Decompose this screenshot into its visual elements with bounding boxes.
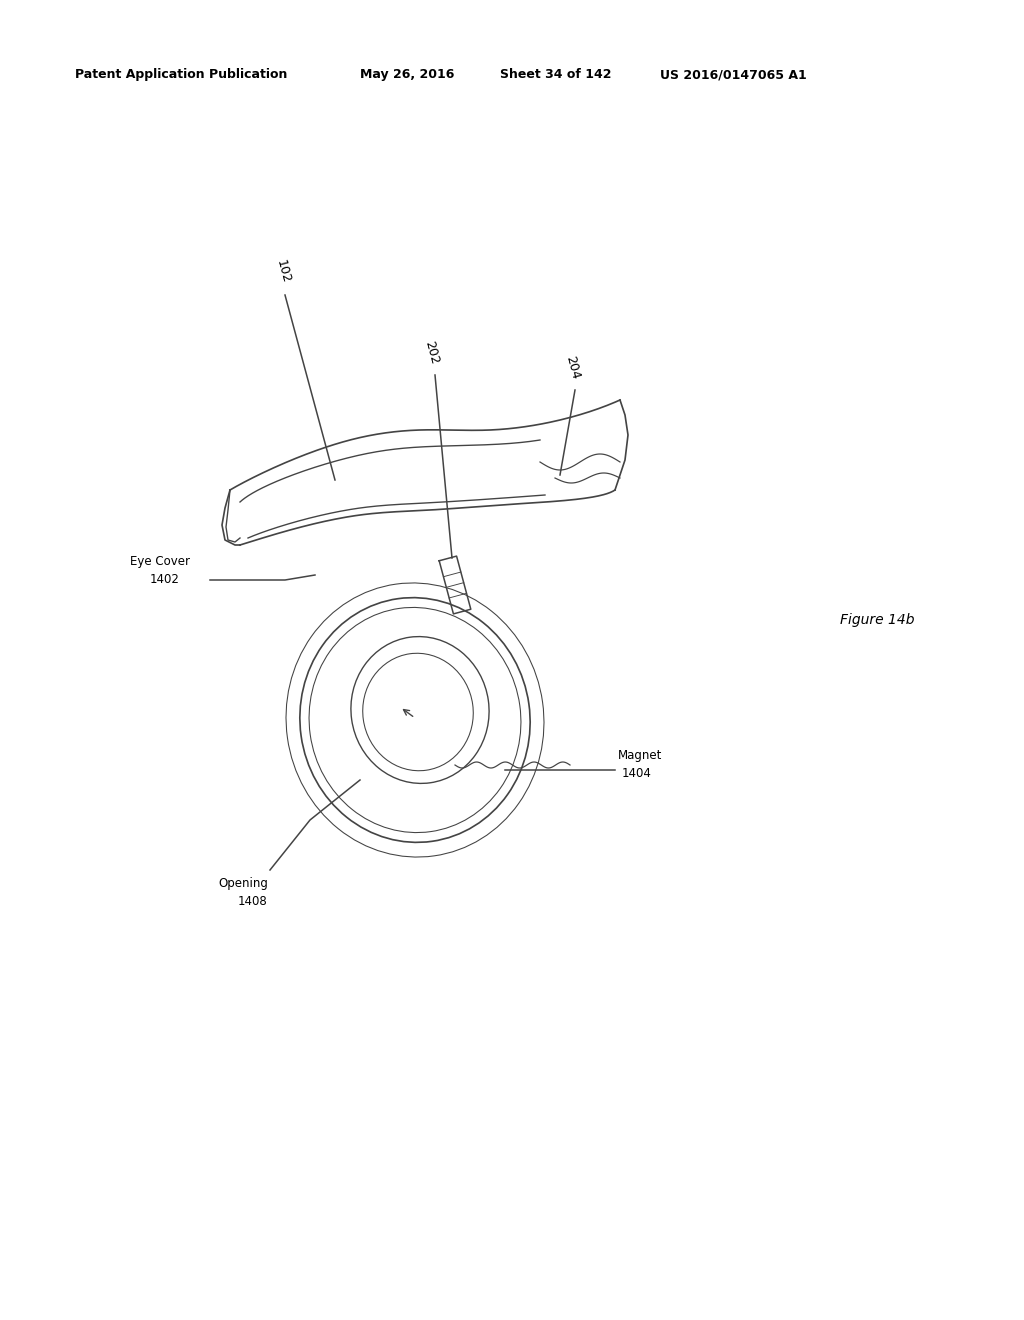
Text: 1404: 1404 bbox=[622, 767, 652, 780]
Text: 1408: 1408 bbox=[238, 895, 267, 908]
Text: 102: 102 bbox=[273, 259, 292, 285]
Text: 1402: 1402 bbox=[150, 573, 180, 586]
Text: May 26, 2016: May 26, 2016 bbox=[360, 69, 455, 81]
Text: Magnet: Magnet bbox=[618, 748, 663, 762]
Text: Opening: Opening bbox=[218, 876, 268, 890]
Text: 204: 204 bbox=[563, 355, 583, 381]
Text: Patent Application Publication: Patent Application Publication bbox=[75, 69, 288, 81]
Text: Eye Cover: Eye Cover bbox=[130, 554, 190, 568]
Text: 202: 202 bbox=[423, 339, 441, 366]
Text: US 2016/0147065 A1: US 2016/0147065 A1 bbox=[660, 69, 807, 81]
Text: Sheet 34 of 142: Sheet 34 of 142 bbox=[500, 69, 611, 81]
Text: Figure 14b: Figure 14b bbox=[840, 612, 914, 627]
